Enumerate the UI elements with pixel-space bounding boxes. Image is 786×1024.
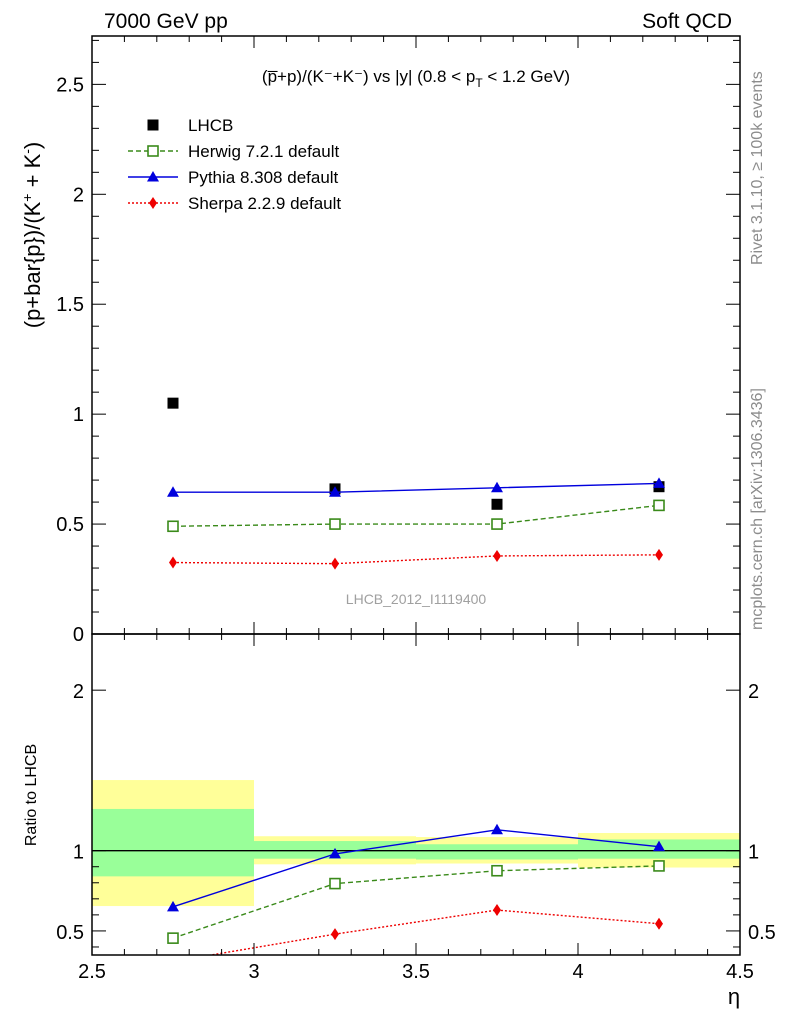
legend-pythia-marker xyxy=(147,171,159,182)
legend-sherpa-marker xyxy=(149,197,157,209)
analysis-tag: LHCB_2012_I1119400 xyxy=(346,591,487,607)
ratio-axes: 0.5 0.5 1 1 2 2 2.5 3 3.5 4 4.5 xyxy=(56,634,776,983)
main-series-layer xyxy=(167,397,665,570)
main-sherpa-point xyxy=(493,549,501,562)
ratio-band-inner xyxy=(416,844,578,860)
main-y-axis-label: (p+bar{p})/(K+ + K-) xyxy=(19,142,45,329)
header-category: Soft QCD xyxy=(642,10,732,33)
main-y-tick-label: 0 xyxy=(73,624,84,646)
main-axes: 0 0.5 1 1.5 2 2.5 xyxy=(56,36,741,646)
legend-data-marker xyxy=(147,119,159,131)
x-tick-label: 3 xyxy=(248,961,259,983)
main-y-tick-label: 1 xyxy=(73,404,84,426)
ratio-y-tick-label-right: 0.5 xyxy=(748,922,776,944)
ratio-sherpa-point xyxy=(655,917,663,930)
ratio-y-axis-label: Ratio to LHCB xyxy=(23,744,40,846)
ratio-series-layer xyxy=(167,823,665,967)
ratio-herwig-point xyxy=(329,877,341,890)
main-plot-title: (p̅+p)/(K⁻+K⁻) vs |y| (0.8 < pT < 1.2 Ge… xyxy=(262,67,570,90)
legend-data-label: LHCB xyxy=(188,116,233,135)
main-pythia-line xyxy=(173,482,660,493)
ratio-y-tick-label-right: 2 xyxy=(748,681,759,703)
x-tick-label: 2.5 xyxy=(78,961,106,983)
ratio-herwig-point xyxy=(653,860,665,872)
ratio-pythia-line xyxy=(172,829,660,908)
ratio-uncertainty-bands xyxy=(92,780,740,907)
legend: LHCB Herwig 7.2.1 default Pythia 8.308 def… xyxy=(128,116,341,213)
x-tick-label: 3.5 xyxy=(402,961,430,983)
mcplots-reference-label: mcplots.cern.ch [arXiv:1306.3436] xyxy=(749,388,766,630)
main-herwig-point xyxy=(491,518,503,530)
main-y-tick-label: 1.5 xyxy=(56,294,84,316)
legend-sherpa-label: Sherpa 2.2.9 default xyxy=(188,194,341,213)
main-herwig-point xyxy=(329,518,341,530)
ratio-pythia-point xyxy=(653,840,665,852)
ratio-y-tick-label-left: 2 xyxy=(73,681,84,703)
ratio-sherpa-point xyxy=(169,955,177,967)
legend-herwig-marker xyxy=(147,145,159,157)
ratio-pythia-point xyxy=(329,847,341,859)
rivet-version-label: Rivet 3.1.10, ≥ 100k events xyxy=(749,71,766,265)
main-sherpa-point xyxy=(169,556,177,569)
ratio-herwig-line xyxy=(172,865,660,939)
ratio-sherpa-point xyxy=(331,928,339,941)
main-pythia-point xyxy=(329,486,341,497)
ratio-y-tick-label-left: 0.5 xyxy=(56,922,84,944)
main-pythia-point xyxy=(653,477,665,488)
ratio-pythia-point xyxy=(491,823,503,835)
legend-herwig-label: Herwig 7.2.1 default xyxy=(188,142,339,161)
x-tick-label: 4 xyxy=(572,961,583,983)
ratio-herwig-point xyxy=(491,864,503,877)
legend-pythia-label: Pythia 8.308 default xyxy=(188,168,339,187)
main-y-tick-label: 0.5 xyxy=(56,514,84,536)
main-herwig-line xyxy=(172,504,660,527)
ratio-band-inner xyxy=(92,808,254,877)
main-y-tick-label: 2.5 xyxy=(56,74,84,96)
main-sherpa-point xyxy=(331,557,339,570)
ratio-herwig-point xyxy=(167,932,179,944)
main-pythia-point xyxy=(491,481,503,493)
main-sherpa-line xyxy=(172,554,660,565)
ratio-sherpa-line xyxy=(206,909,660,955)
main-y-tick-label: 2 xyxy=(73,184,84,206)
ratio-pythia-point xyxy=(167,900,179,912)
header-process: 7000 GeV pp xyxy=(104,10,228,33)
main-sherpa-point xyxy=(655,548,663,561)
main-herwig-point xyxy=(167,520,179,533)
ratio-sherpa-point xyxy=(493,904,501,917)
ratio-y-tick-label-right: 1 xyxy=(748,842,759,864)
x-axis-label: η xyxy=(728,984,740,1009)
main-herwig-point xyxy=(653,499,665,512)
main-data-point xyxy=(167,397,179,409)
ratio-y-tick-label-left: 1 xyxy=(73,842,84,864)
main-pythia-point xyxy=(167,486,179,497)
main-data-point xyxy=(491,498,503,510)
x-tick-label: 4.5 xyxy=(726,961,754,983)
